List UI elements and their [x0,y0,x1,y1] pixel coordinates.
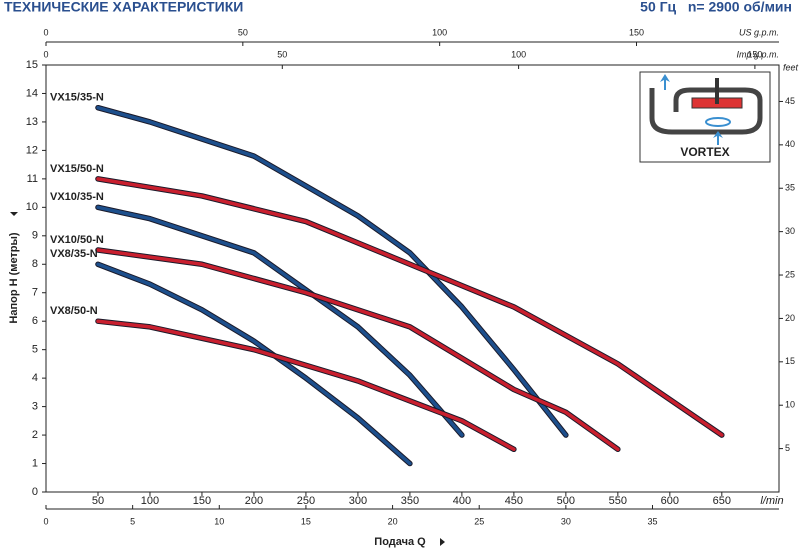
right-tick-label: 5 [785,443,790,453]
right-tick-label: 35 [785,183,795,193]
series-label: VX10/50-N [50,234,104,246]
secondary-tick-label: 35 [647,516,657,526]
inset: VORTEX [639,71,771,163]
y-tick-label: 4 [32,372,38,384]
right-tick-label: 15 [785,356,795,366]
x-tick-label: 250 [297,495,315,507]
curve [96,262,412,466]
x-tick-label: 550 [609,495,627,507]
x-tick-label: 50 [92,495,104,507]
flow-arrow [660,74,670,90]
x-tick-label: 650 [713,495,731,507]
plot-frame [45,64,780,493]
right-tick-label: 30 [785,226,795,236]
flow [705,117,731,127]
secondary-tick-label: 10 [214,516,224,526]
secondary-tick-label: 0 [43,49,48,59]
flow-arrow [713,131,723,145]
pump-body [649,87,763,135]
chart-title: ТЕХНИЧЕСКИЕ ХАРАКТЕРИСТИКИ [4,0,243,15]
series-label: VX8/50-N [50,305,98,317]
x-tick-label: 300 [349,495,367,507]
y-tick-label: 1 [32,457,38,469]
x-tick-label: 500 [557,495,575,507]
right-tick-label: 25 [785,269,795,279]
secondary-tick-label: 100 [432,27,447,37]
y-tick-label: 2 [32,429,38,441]
right-tick-label: 10 [785,400,795,410]
secondary-tick-label: 0 [43,27,48,37]
curve [96,248,620,452]
x-tick-label: 150 [193,495,211,507]
secondary-tick-label: 50 [238,27,248,37]
secondary-axis-label: Imp g.p.m. [736,49,779,59]
right-tick-label: 40 [785,139,795,149]
secondary-axis-label: US g.p.m. [739,27,779,37]
x-tick-label: 350 [401,495,419,507]
y-tick-label: 10 [26,201,38,213]
y-tick-label: 8 [32,258,38,270]
y-axis-title: Напор Н (метры) [8,232,20,323]
arrow [440,538,445,546]
y-tick-label: 0 [32,486,38,498]
secondary-tick-label: 0 [43,516,48,526]
secondary-tick-label: 150 [629,27,644,37]
y-tick-label: 15 [26,59,38,71]
secondary-tick-label: 15 [301,516,311,526]
x-unit: l/min [760,495,783,507]
curve [96,319,516,452]
secondary-tick-label: 100 [511,49,526,59]
series-label: VX15/35-N [50,92,104,104]
y-tick-label: 14 [26,87,38,99]
curve [96,177,724,437]
curve [96,105,568,437]
y-tick-label: 6 [32,315,38,327]
secondary-tick-label: 50 [277,49,287,59]
x-tick-label: 200 [245,495,263,507]
curve-outline [95,261,413,467]
secondary-tick-label: 150 [747,49,762,59]
x-tick-label: 600 [661,495,679,507]
secondary-tick-label: 25 [474,516,484,526]
x-tick-label: 100 [141,495,159,507]
right-axis-label: feet [783,62,799,72]
y-tick-label: 9 [32,230,38,242]
arrow [10,212,18,216]
chart-subtitle: 50 Гц n= 2900 об/мин [640,0,792,15]
y-tick-label: 5 [32,344,38,356]
series-label: VX15/50-N [50,163,104,175]
secondary-tick-label: 20 [388,516,398,526]
right-tick-label: 20 [785,313,795,323]
x-tick-label: 400 [453,495,471,507]
series-label: VX8/35-N [50,248,98,260]
secondary-tick-label: 5 [130,516,135,526]
secondary-tick-label: 30 [561,516,571,526]
y-tick-label: 12 [26,144,38,156]
curve-outline [95,318,517,453]
inset-frame [639,71,771,163]
curve-outline [95,104,569,438]
x-tick-label: 450 [505,495,523,507]
series-label: VX10/35-N [50,191,104,203]
y-tick-label: 13 [26,116,38,128]
y-tick-label: 3 [32,401,38,413]
x-axis-title: Подача Q [374,536,426,548]
right-tick-label: 45 [785,96,795,106]
y-tick-label: 7 [32,287,38,299]
inset-label: VORTEX [680,145,729,159]
y-tick-label: 11 [27,173,38,185]
